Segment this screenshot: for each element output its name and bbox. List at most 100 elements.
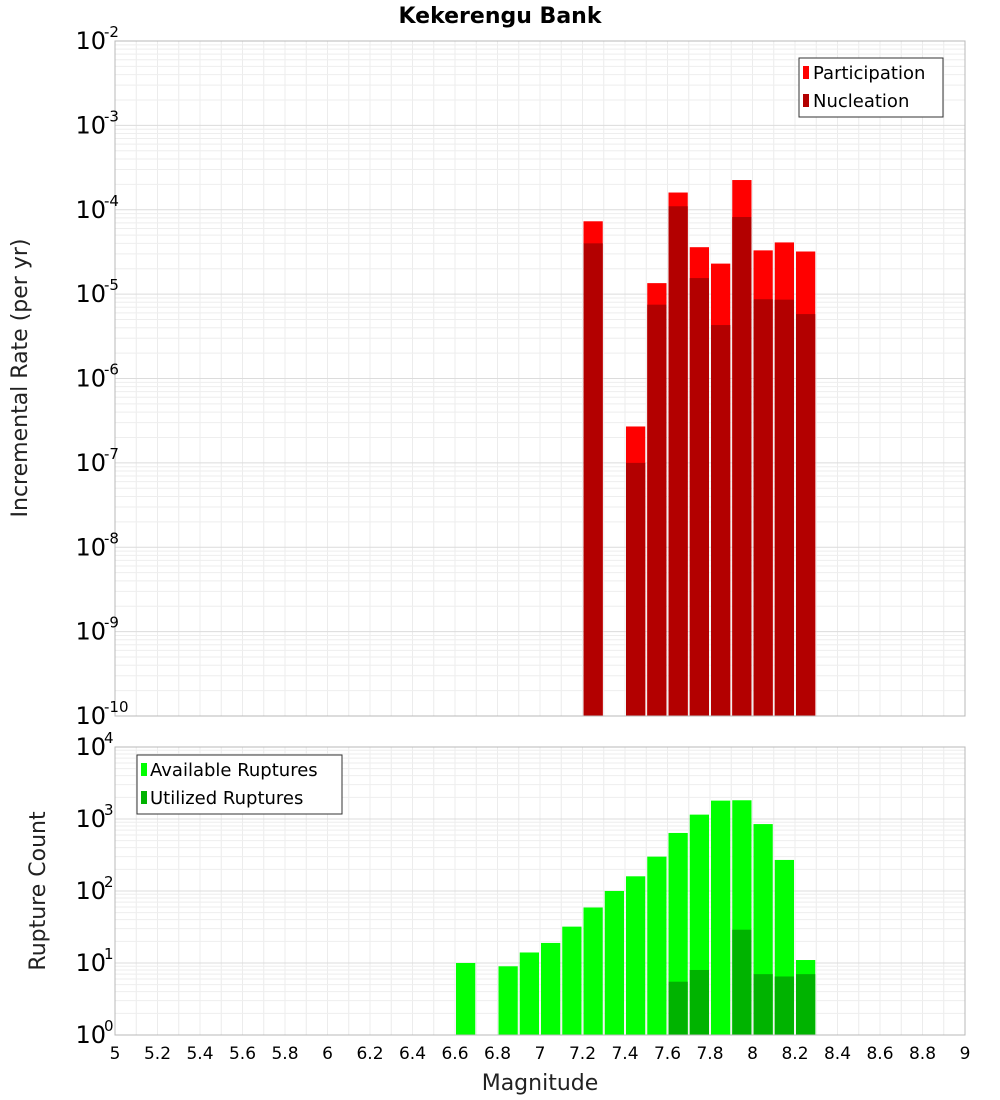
y-tick-exponent: 3 <box>104 801 114 819</box>
x-tick-label: 5.2 <box>144 1044 171 1064</box>
bar-secondary <box>689 278 709 716</box>
x-tick-label: 7 <box>535 1044 546 1064</box>
y-tick-label: 10 <box>75 449 106 477</box>
bottom-y-axis-label: Rupture Count <box>26 811 51 971</box>
y-tick-label: 10 <box>75 702 106 730</box>
y-tick-label: 10 <box>75 733 106 761</box>
bar-secondary <box>796 314 816 716</box>
bar-secondary <box>583 243 603 717</box>
bar-secondary <box>626 462 646 716</box>
bar-secondary <box>689 969 709 1035</box>
legend-label-utilized: Utilized Ruptures <box>150 788 303 809</box>
y-tick-label: 10 <box>75 618 106 646</box>
y-tick-label: 10 <box>75 27 106 55</box>
bar-secondary <box>732 929 752 1035</box>
y-tick-exponent: -3 <box>104 107 119 125</box>
top-plot-panel: 10-210-310-410-510-610-710-810-910-10 In… <box>8 23 966 730</box>
x-tick-label: 5.4 <box>186 1044 213 1064</box>
x-tick-label: 5 <box>110 1044 121 1064</box>
y-tick-exponent: 2 <box>104 873 114 891</box>
y-tick-exponent: 4 <box>104 729 114 747</box>
y-tick-exponent: -2 <box>104 23 119 41</box>
bar-secondary <box>774 299 794 716</box>
x-tick-label: 5.8 <box>271 1044 298 1064</box>
bar-secondary <box>668 981 688 1035</box>
y-tick-exponent: -5 <box>104 276 119 294</box>
top-legend: Participation Nucleation <box>798 57 944 118</box>
y-tick-label: 10 <box>75 1021 106 1049</box>
x-tick-label: 6 <box>322 1044 333 1064</box>
bar-primary <box>604 891 624 1035</box>
y-tick-label: 10 <box>75 196 106 224</box>
bar-primary <box>498 966 518 1035</box>
x-tick-label: 6.2 <box>356 1044 383 1064</box>
top-y-tick-labels: 10-210-310-410-510-610-710-810-910-10 <box>75 23 128 730</box>
y-tick-exponent: -10 <box>104 698 129 716</box>
bar-secondary <box>732 217 752 716</box>
bar-secondary <box>774 976 794 1035</box>
y-tick-label: 10 <box>75 805 106 833</box>
y-tick-exponent: -8 <box>104 529 119 547</box>
x-axis-label: Magnitude <box>482 1071 599 1096</box>
bar-primary <box>626 876 646 1035</box>
bar-secondary <box>647 304 667 716</box>
bar-primary <box>583 907 603 1035</box>
legend-swatch-participation <box>803 66 809 79</box>
x-tick-label: 7.2 <box>569 1044 596 1064</box>
x-tick-label: 6.6 <box>441 1044 468 1064</box>
top-bars <box>583 180 816 717</box>
top-plot-border <box>114 40 966 717</box>
x-tick-label: 7.8 <box>696 1044 723 1064</box>
bar-primary <box>711 800 731 1035</box>
y-tick-exponent: -4 <box>104 192 119 210</box>
legend-swatch-nucleation <box>803 94 809 107</box>
x-tick-label: 8.2 <box>781 1044 808 1064</box>
bar-secondary <box>796 974 816 1035</box>
x-tick-label: 5.6 <box>229 1044 256 1064</box>
bottom-legend: Available Ruptures Utilized Ruptures <box>136 754 343 815</box>
x-tick-label: 8 <box>747 1044 758 1064</box>
y-tick-exponent: 0 <box>104 1017 114 1035</box>
y-tick-label: 10 <box>75 280 106 308</box>
bar-primary <box>456 963 476 1035</box>
bar-secondary <box>753 974 773 1035</box>
bottom-gridlines <box>115 747 965 1036</box>
y-tick-exponent: -9 <box>104 614 119 632</box>
top-legend-box <box>798 57 944 118</box>
x-tick-label: 7.6 <box>654 1044 681 1064</box>
x-tick-label: 7.4 <box>611 1044 638 1064</box>
bar-primary <box>541 942 561 1035</box>
y-tick-exponent: -7 <box>104 445 119 463</box>
x-tick-label: 8.4 <box>824 1044 851 1064</box>
top-y-axis-label: Incremental Rate (per yr) <box>8 239 33 518</box>
y-tick-label: 10 <box>75 365 106 393</box>
x-tick-label: 8.6 <box>866 1044 893 1064</box>
bar-primary <box>562 926 582 1035</box>
legend-swatch-utilized <box>141 791 147 804</box>
x-tick-label: 8.8 <box>909 1044 936 1064</box>
x-tick-label: 6.4 <box>399 1044 426 1064</box>
x-tick-labels: 5 5.2 5.4 5.6 5.8 6 6.2 6.4 6.6 6.8 7 7.2 7.4 7.6 7.8 8… <box>110 1044 971 1064</box>
y-tick-label: 10 <box>75 877 106 905</box>
bottom-legend-box <box>136 754 343 815</box>
bottom-bars <box>456 800 816 1035</box>
top-gridlines <box>115 41 965 717</box>
y-tick-label: 10 <box>75 533 106 561</box>
chart-title: Kekerengu Bank <box>399 4 603 29</box>
legend-label-available: Available Ruptures <box>150 760 318 781</box>
x-tick-label: 6.8 <box>484 1044 511 1064</box>
bottom-plot-border <box>114 746 966 1036</box>
y-tick-label: 10 <box>75 111 106 139</box>
y-tick-exponent: 1 <box>104 945 114 963</box>
legend-label-participation: Participation <box>813 63 925 84</box>
y-tick-exponent: -6 <box>104 361 119 379</box>
bar-primary <box>519 952 539 1035</box>
x-tick-label: 9 <box>960 1044 971 1064</box>
legend-swatch-available <box>141 763 147 776</box>
bar-secondary <box>668 206 688 716</box>
legend-label-nucleation: Nucleation <box>813 91 909 112</box>
y-tick-label: 10 <box>75 949 106 977</box>
